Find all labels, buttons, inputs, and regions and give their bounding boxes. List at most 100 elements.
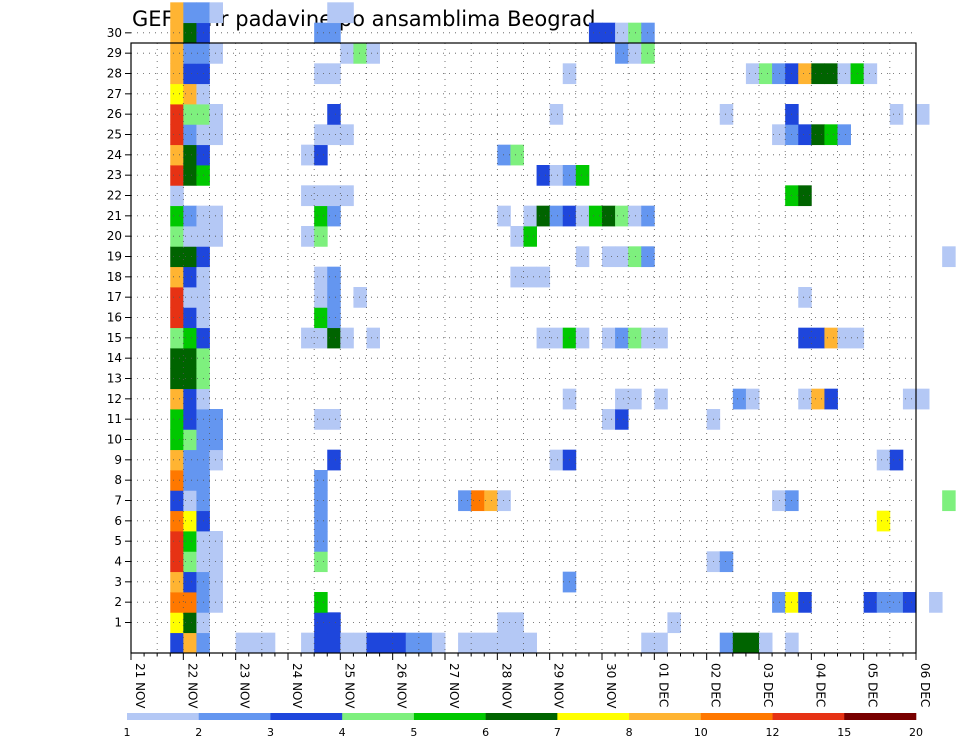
- heatmap-cell: [327, 63, 341, 85]
- heatmap-cell: [575, 246, 590, 268]
- heatmap-cell: [314, 409, 328, 430]
- heatmap-cell: [183, 2, 197, 24]
- heatmap-cell: [183, 165, 197, 186]
- heatmap-cell: [170, 388, 184, 410]
- heatmap-cell: [170, 124, 184, 146]
- heatmap-cell: [314, 307, 328, 329]
- colorbar-swatch: [772, 713, 845, 720]
- heatmap-cell: [745, 632, 760, 654]
- heatmap-cell: [549, 104, 564, 125]
- heatmap-cell: [889, 449, 904, 471]
- colorbar-swatch: [198, 713, 271, 720]
- heatmap-cell: [497, 144, 511, 166]
- heatmap-cells: [170, 2, 956, 654]
- heatmap-cell: [170, 2, 184, 24]
- heatmap-cell: [314, 226, 328, 247]
- heatmap-cell: [209, 429, 223, 451]
- colorbar-swatch: [557, 713, 630, 720]
- heatmap-cell: [209, 226, 223, 247]
- heatmap-cell: [602, 409, 616, 430]
- y-tick-label: 14: [107, 351, 122, 365]
- heatmap-cell: [458, 490, 472, 512]
- heatmap-cell: [183, 63, 197, 85]
- heatmap-cell: [549, 449, 564, 471]
- y-tick-label: 27: [107, 87, 122, 101]
- y-tick-label: 16: [107, 311, 122, 325]
- heatmap-cell: [183, 144, 197, 166]
- heatmap-cell: [719, 632, 734, 654]
- heatmap-cell: [497, 490, 511, 512]
- heatmap-cell: [327, 266, 341, 288]
- heatmap-cell: [732, 632, 747, 654]
- heatmap-cell: [314, 63, 328, 85]
- heatmap-cell: [824, 327, 838, 349]
- heatmap-cell: [732, 388, 747, 410]
- x-tick-label: 30 NOV: [604, 663, 618, 709]
- heatmap-cell: [183, 226, 197, 247]
- heatmap-cell: [379, 632, 394, 654]
- heatmap-cell: [170, 632, 184, 654]
- heatmap-cell: [471, 490, 485, 512]
- y-tick-label: 9: [114, 453, 122, 467]
- heatmap-cell: [549, 165, 564, 186]
- heatmap-cell: [876, 592, 891, 613]
- heatmap-cell: [209, 2, 223, 24]
- heatmap-cell: [602, 22, 616, 44]
- heatmap-cell: [327, 287, 341, 308]
- heatmap-cell: [183, 104, 197, 125]
- heatmap-cell: [327, 124, 341, 146]
- heatmap-cell: [615, 388, 629, 410]
- heatmap-cell: [458, 632, 472, 654]
- heatmap-cell: [798, 185, 812, 207]
- heatmap-cell: [314, 124, 328, 146]
- heatmap-cell: [314, 490, 328, 512]
- heatmap-cell: [942, 490, 956, 512]
- heatmap-cell: [942, 246, 956, 268]
- heatmap-cell: [183, 287, 197, 308]
- colorbar-label: 15: [837, 726, 851, 739]
- heatmap-cell: [510, 266, 524, 288]
- heatmap-cell: [170, 246, 184, 268]
- heatmap-cell: [497, 205, 511, 227]
- heatmap-cell: [209, 205, 223, 227]
- heatmap-cell: [183, 205, 197, 227]
- heatmap-cell: [536, 266, 551, 288]
- x-tick-label: 06 DEC: [918, 663, 932, 707]
- heatmap-cell: [183, 368, 197, 390]
- heatmap-cell: [798, 388, 812, 410]
- y-tick-label: 20: [107, 229, 122, 243]
- x-tick-label: 23 NOV: [238, 663, 252, 709]
- y-tick-label: 17: [107, 290, 122, 304]
- heatmap-cell: [183, 470, 197, 491]
- heatmap-cell: [170, 409, 184, 430]
- heatmap-cell: [314, 551, 328, 573]
- heatmap-cell: [759, 632, 773, 654]
- y-tick-label: 21: [107, 209, 122, 223]
- y-tick-label: 28: [107, 67, 122, 81]
- heatmap-cell: [209, 551, 223, 573]
- heatmap-cell: [575, 205, 590, 227]
- heatmap-cell: [170, 226, 184, 247]
- x-axis: 21 NOV 22 NOV 23 NOV 24 NOV 25 NOV 26 NOV 27 N…: [130, 653, 932, 709]
- x-tick-label: 24 NOV: [290, 663, 304, 709]
- y-tick-label: 18: [107, 270, 122, 284]
- heatmap-cell: [209, 104, 223, 125]
- heatmap-cell: [811, 388, 825, 410]
- heatmap-cell: [366, 43, 380, 64]
- heatmap-cell: [314, 22, 328, 44]
- heatmap-cell: [759, 63, 773, 85]
- heatmap-cell: [837, 327, 851, 349]
- y-tick-label: 11: [107, 412, 122, 426]
- heatmap-cell: [340, 632, 354, 654]
- colorbar-label: 6: [482, 726, 489, 739]
- heatmap-cell: [353, 43, 367, 64]
- heatmap-cell: [170, 327, 184, 349]
- heatmap-cell: [745, 388, 760, 410]
- heatmap-cell: [484, 632, 498, 654]
- colorbar-swatch: [270, 713, 343, 720]
- heatmap-cell: [536, 165, 551, 186]
- heatmap-cell: [327, 104, 341, 125]
- heatmap-cell: [183, 551, 197, 573]
- heatmap-cell: [615, 246, 629, 268]
